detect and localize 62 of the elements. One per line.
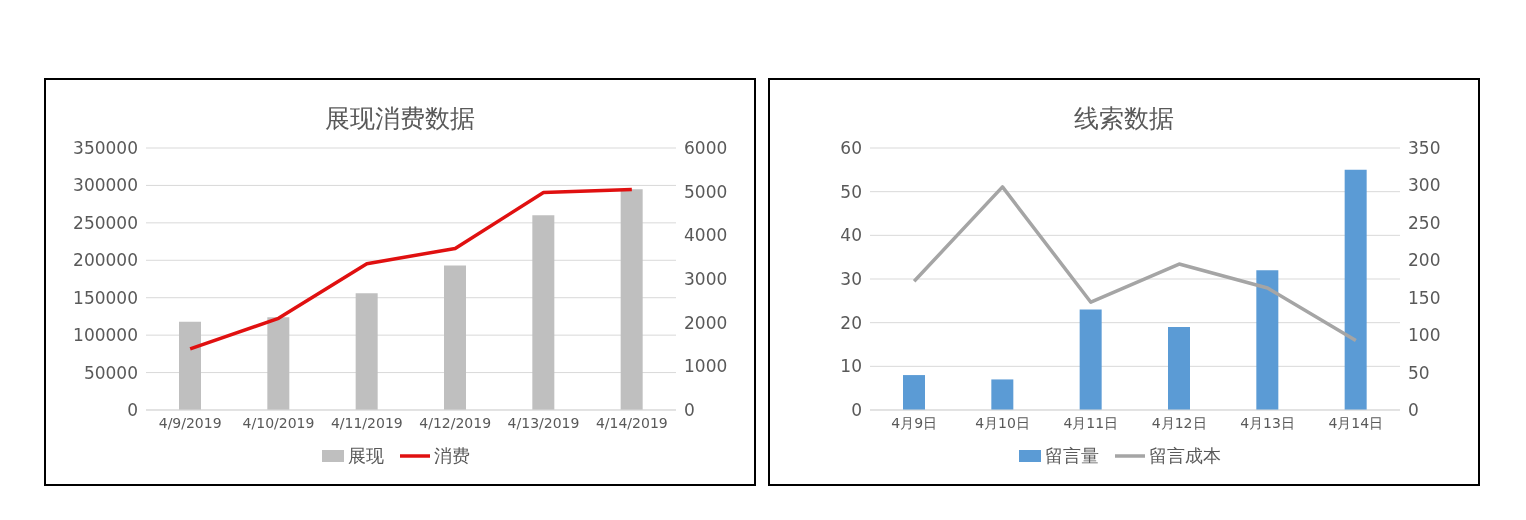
y2-tick-label: 200 bbox=[1408, 250, 1441, 271]
y-tick-label: 30 bbox=[840, 269, 862, 290]
y-tick-label: 0 bbox=[127, 400, 138, 421]
y2-tick-label: 300 bbox=[1408, 175, 1441, 196]
y-tick-label: 60 bbox=[840, 138, 862, 159]
y2-tick-label: 3000 bbox=[684, 269, 728, 290]
x-tick-label: 4/14/2019 bbox=[595, 414, 668, 431]
y-tick-label: 100000 bbox=[73, 325, 138, 346]
x-tick-label: 4/9/2019 bbox=[158, 414, 222, 431]
y-tick-label: 10 bbox=[840, 356, 862, 377]
x-tick-label: 4月9日 bbox=[891, 414, 938, 431]
x-tick-label: 4月13日 bbox=[1240, 414, 1295, 431]
y2-tick-label: 350 bbox=[1408, 138, 1441, 159]
y-tick-label: 0 bbox=[851, 400, 862, 421]
bar bbox=[267, 317, 290, 410]
y-tick-label: 200000 bbox=[73, 250, 138, 271]
bar bbox=[179, 321, 201, 410]
y2-tick-label: 5000 bbox=[684, 181, 728, 202]
x-tick-label: 4/13/2019 bbox=[507, 414, 580, 431]
y-tick-label: 250000 bbox=[73, 212, 138, 233]
legend-label: 消费 bbox=[434, 444, 470, 468]
bar bbox=[991, 379, 1014, 410]
y2-tick-label: 150 bbox=[1408, 287, 1441, 308]
legend-label: 留言量 bbox=[1045, 444, 1099, 468]
chart-title: 展现消费数据 bbox=[324, 103, 476, 135]
line-series bbox=[188, 187, 634, 351]
y2-tick-label: 0 bbox=[1408, 400, 1419, 421]
bar bbox=[1256, 270, 1279, 410]
y2-tick-label: 50 bbox=[1408, 362, 1430, 383]
bar bbox=[903, 375, 925, 410]
bar bbox=[1168, 327, 1190, 410]
y-tick-label: 50 bbox=[840, 181, 862, 202]
x-tick-label: 4月12日 bbox=[1151, 414, 1207, 431]
y2-tick-label: 1000 bbox=[684, 356, 728, 377]
chart-title: 线索数据 bbox=[1073, 103, 1175, 135]
y-tick-label: 300000 bbox=[73, 175, 138, 196]
y-tick-label: 20 bbox=[840, 312, 862, 333]
y2-tick-label: 0 bbox=[684, 400, 695, 421]
y2-tick-label: 4000 bbox=[684, 225, 728, 246]
bar bbox=[1344, 169, 1367, 410]
x-tick-label: 4/12/2019 bbox=[419, 414, 492, 431]
x-tick-label: 4月11日 bbox=[1063, 414, 1119, 431]
y-tick-label: 150000 bbox=[73, 287, 138, 308]
x-tick-label: 4月14日 bbox=[1328, 414, 1384, 431]
y-tick-label: 50000 bbox=[83, 362, 138, 383]
x-tick-label: 4/11/2019 bbox=[330, 414, 403, 431]
bar bbox=[1079, 309, 1102, 410]
line-series bbox=[912, 185, 1358, 343]
y2-tick-label: 100 bbox=[1408, 325, 1441, 346]
bar bbox=[620, 189, 643, 410]
x-tick-label: 4月10日 bbox=[975, 414, 1030, 431]
y2-tick-label: 6000 bbox=[684, 138, 728, 159]
y2-tick-label: 250 bbox=[1408, 212, 1441, 233]
legend-label: 展现 bbox=[348, 444, 384, 468]
bar bbox=[444, 265, 466, 410]
y-tick-label: 40 bbox=[840, 225, 862, 246]
y2-tick-label: 2000 bbox=[684, 312, 728, 333]
bar bbox=[532, 215, 555, 410]
x-tick-label: 4/10/2019 bbox=[242, 414, 315, 431]
y-tick-label: 350000 bbox=[73, 138, 138, 159]
bar bbox=[355, 293, 378, 410]
legend-label: 留言成本 bbox=[1149, 444, 1221, 468]
